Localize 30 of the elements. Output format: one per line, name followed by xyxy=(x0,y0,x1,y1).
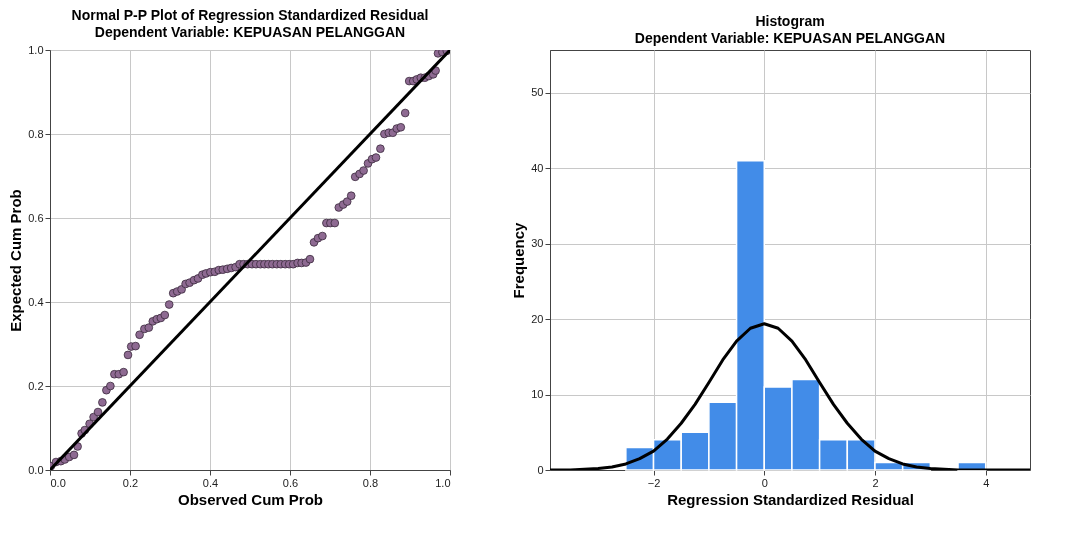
x-tick-label: 2 xyxy=(872,476,879,489)
y-tick-label: 0.2 xyxy=(28,379,44,392)
y-axis-title: Frequency xyxy=(510,221,528,299)
x-axis-title: Observed Cum Prob xyxy=(177,490,324,508)
x-tick-label: 0.8 xyxy=(362,476,379,489)
y-tick-label: 40 xyxy=(531,161,544,174)
x-tick-label: 0.2 xyxy=(122,476,139,489)
chart-subtitle: Dependent Variable: KEPUASAN PELANGGAN xyxy=(94,24,406,40)
x-tick-label: 0 xyxy=(761,476,768,489)
x-tick-label: −2 xyxy=(647,476,661,489)
x-axis-title: Regression Standardized Residual xyxy=(667,490,914,508)
x-tick-label: 0.6 xyxy=(282,476,299,489)
y-tick-label: 0.0 xyxy=(28,463,44,476)
y-tick-label: 0 xyxy=(537,463,544,476)
y-tick-label: 0.6 xyxy=(28,211,44,224)
chart-title: Histogram xyxy=(755,13,825,29)
chart-title: Normal P-P Plot of Regression Standardized Residual xyxy=(71,7,429,23)
y-tick-label: 1.0 xyxy=(28,43,44,56)
y-tick-label: 50 xyxy=(531,86,544,99)
x-tick-label: 0.4 xyxy=(202,476,219,489)
x-tick-label: 0.0 xyxy=(50,476,66,489)
chart-subtitle: Dependent Variable: KEPUASAN PELANGGAN xyxy=(634,30,946,46)
y-tick-label: 0.4 xyxy=(28,295,44,308)
x-tick-label: 4 xyxy=(983,476,990,489)
x-tick-label: 1.0 xyxy=(435,476,451,489)
y-tick-label: 0.8 xyxy=(28,127,44,140)
y-tick-label: 10 xyxy=(531,388,544,401)
y-tick-label: 20 xyxy=(531,312,544,325)
y-axis-title: Expected Cum Prob xyxy=(7,189,25,332)
y-tick-label: 30 xyxy=(531,237,544,250)
